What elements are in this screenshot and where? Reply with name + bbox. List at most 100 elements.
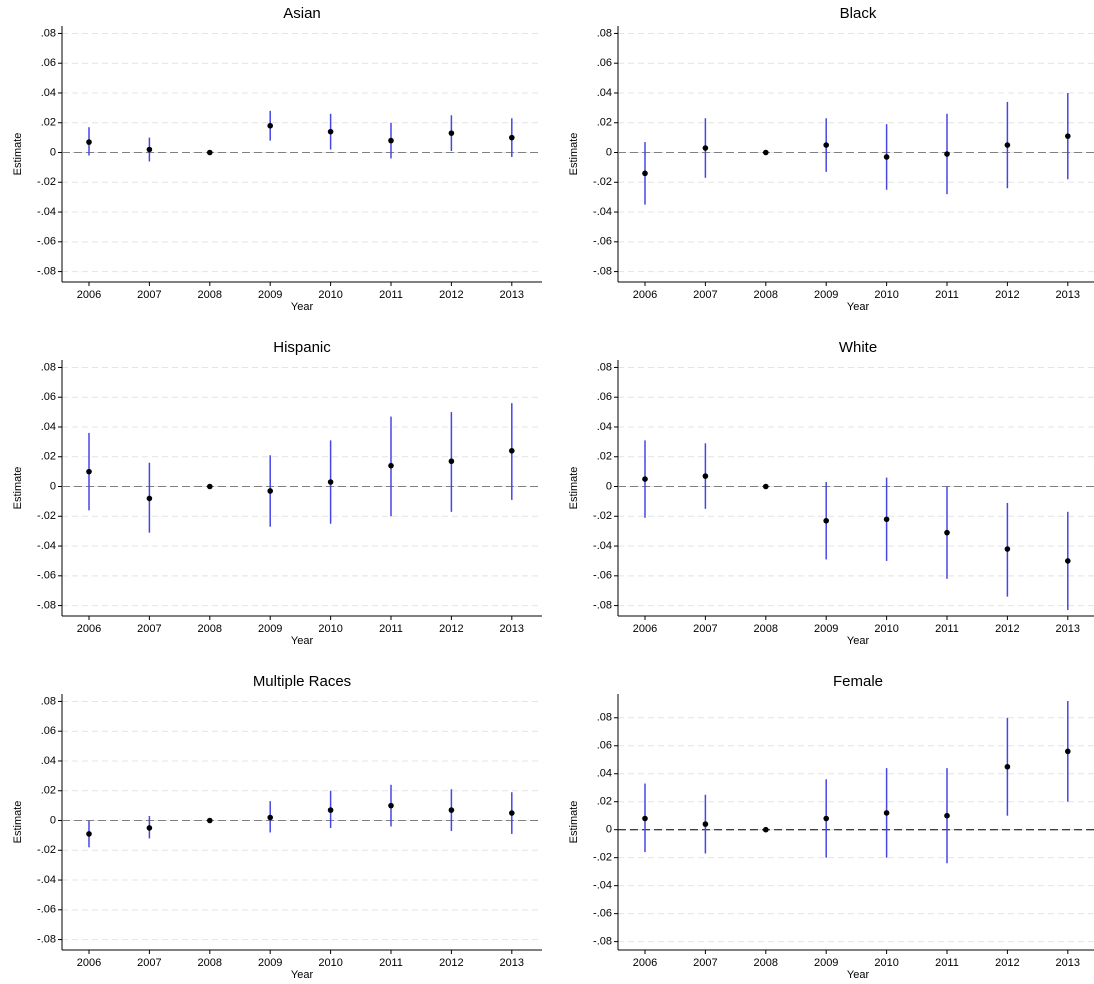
x-tick-label: 2012 xyxy=(995,957,1019,969)
y-tick-label: -.02 xyxy=(593,176,612,188)
x-tick-label: 2009 xyxy=(814,289,838,301)
y-tick-label: .06 xyxy=(41,391,56,403)
y-tick-label: .04 xyxy=(41,87,56,99)
point xyxy=(823,142,829,148)
point xyxy=(207,483,213,490)
x-tick-label: 2012 xyxy=(995,623,1019,635)
point xyxy=(388,137,394,144)
y-tick-label: .02 xyxy=(41,785,56,797)
x-tick-label: 2009 xyxy=(258,623,282,635)
point xyxy=(327,479,334,485)
y-tick-label: -.08 xyxy=(37,599,56,611)
point xyxy=(883,810,890,816)
point xyxy=(763,149,769,156)
panel: Multiple Races -.08 -.06 -.04 -.02 0 .02 .04 .06… xyxy=(12,673,542,981)
x-axis-label: Year xyxy=(847,635,870,647)
panel: Hispanic -.08 -.06 -.04 -.02 0 .02 .04 .06 .08 200… xyxy=(12,339,542,647)
y-tick-label: -.08 xyxy=(37,265,56,277)
point xyxy=(448,807,455,813)
x-tick-label: 2011 xyxy=(935,623,959,635)
y-tick-label: .06 xyxy=(597,740,612,752)
point xyxy=(823,815,829,822)
y-tick-label: 0 xyxy=(50,146,56,158)
x-tick-label: 2008 xyxy=(198,623,222,635)
y-tick-label: -.04 xyxy=(593,540,612,552)
y-tick-label: -.02 xyxy=(37,844,56,856)
x-tick-label: 2011 xyxy=(935,957,959,969)
x-tick-label: 2011 xyxy=(935,289,959,301)
y-tick-label: .06 xyxy=(41,725,56,737)
x-tick-label: 2008 xyxy=(754,957,778,969)
x-tick-label: 2007 xyxy=(693,289,717,301)
panel-title: Asian xyxy=(283,5,321,22)
y-tick-label: .02 xyxy=(597,117,612,129)
point xyxy=(448,458,455,465)
point xyxy=(702,821,709,827)
x-tick-label: 2013 xyxy=(1056,957,1080,969)
y-tick-label: -.04 xyxy=(593,206,612,218)
point xyxy=(823,517,829,524)
y-tick-label: -.04 xyxy=(37,540,56,552)
point xyxy=(1004,546,1011,552)
point xyxy=(763,826,769,833)
point xyxy=(207,149,213,156)
x-tick-label: 2010 xyxy=(318,289,342,301)
y-axis-label: Estimate xyxy=(568,467,580,510)
point xyxy=(883,516,890,523)
point xyxy=(1065,748,1071,755)
y-tick-label: 0 xyxy=(50,480,56,492)
y-tick-label: .08 xyxy=(597,27,612,39)
point xyxy=(1004,142,1011,148)
y-tick-label: -.06 xyxy=(37,904,56,916)
x-tick-label: 2009 xyxy=(814,623,838,635)
point xyxy=(509,447,515,454)
point xyxy=(327,128,334,135)
x-tick-label: 2006 xyxy=(77,289,101,301)
panel: Black -.08 -.06 -.04 -.02 0 .02 .04 .06 .08 2006 20… xyxy=(568,5,1094,313)
point xyxy=(642,170,648,177)
x-tick-label: 2011 xyxy=(379,957,403,969)
x-tick-label: 2010 xyxy=(874,623,898,635)
panel-title: Female xyxy=(833,673,883,690)
y-axis-label: Estimate xyxy=(568,801,580,844)
y-tick-label: .06 xyxy=(597,57,612,69)
y-tick-label: 0 xyxy=(606,146,612,158)
point xyxy=(267,814,274,821)
x-tick-label: 2010 xyxy=(318,957,342,969)
y-tick-label: .08 xyxy=(597,361,612,373)
x-tick-label: 2008 xyxy=(754,289,778,301)
x-tick-label: 2006 xyxy=(77,957,101,969)
x-tick-label: 2007 xyxy=(693,957,717,969)
point xyxy=(86,468,92,475)
x-tick-label: 2013 xyxy=(500,957,524,969)
panel-title: Multiple Races xyxy=(253,673,351,690)
y-tick-label: -.04 xyxy=(37,206,56,218)
point xyxy=(146,825,153,831)
point xyxy=(1065,558,1071,564)
point xyxy=(702,145,709,151)
x-tick-label: 2008 xyxy=(198,289,222,301)
x-tick-label: 2013 xyxy=(500,623,524,635)
point xyxy=(763,483,769,490)
x-tick-label: 2007 xyxy=(137,623,161,635)
y-tick-label: .04 xyxy=(597,87,612,99)
y-tick-label: .02 xyxy=(41,451,56,463)
x-tick-label: 2006 xyxy=(77,623,101,635)
x-axis-label: Year xyxy=(291,969,314,981)
y-axis-label: Estimate xyxy=(12,801,24,844)
y-tick-label: -.06 xyxy=(593,570,612,582)
x-tick-label: 2006 xyxy=(633,289,657,301)
x-tick-label: 2006 xyxy=(633,957,657,969)
x-tick-label: 2010 xyxy=(318,623,342,635)
x-tick-label: 2007 xyxy=(137,957,161,969)
x-tick-label: 2009 xyxy=(814,957,838,969)
point xyxy=(642,476,648,482)
point xyxy=(86,139,92,145)
point xyxy=(388,462,394,469)
point xyxy=(146,146,153,153)
point xyxy=(327,807,334,813)
y-tick-label: 0 xyxy=(606,480,612,492)
panel: Asian -.08 -.06 -.04 -.02 0 .02 .04 .06 .08 2006 20… xyxy=(12,5,542,313)
x-tick-label: 2012 xyxy=(439,957,463,969)
